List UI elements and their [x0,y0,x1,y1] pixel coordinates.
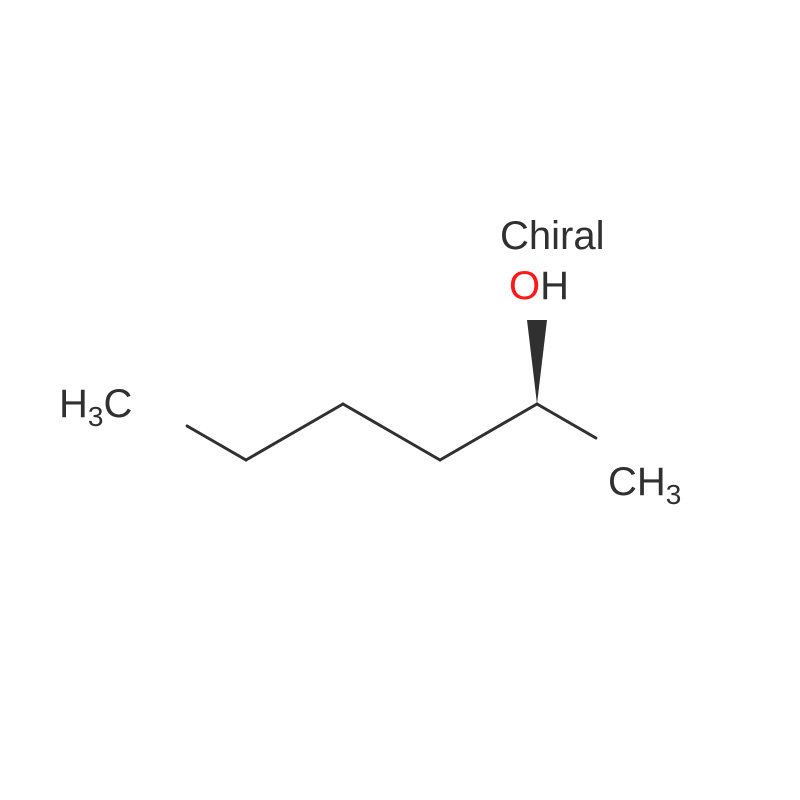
atom-label-part: 3 [88,401,104,432]
single-bond [246,404,343,460]
atom-label-part: H [637,460,666,504]
atom-label-part: H [59,382,88,426]
atom-label-h3c: H3C [59,382,132,427]
atom-label-chiral: Chiral [500,214,604,259]
atom-label-part: O [509,264,540,308]
molecule-diagram: H3CCH3OHChiral [0,0,800,800]
single-bond [343,404,440,460]
atom-label-oh: OH [509,264,569,309]
atom-label-part: Chiral [500,214,604,258]
atom-label-part: 3 [666,479,682,510]
atom-label-part: C [608,460,637,504]
single-bond [440,404,537,460]
single-bond [187,426,246,460]
single-bond [537,404,596,438]
atom-label-part: C [103,382,132,426]
wedge-bond [527,320,547,404]
atom-label-ch3: CH3 [608,460,681,505]
atom-label-part: H [540,264,569,308]
